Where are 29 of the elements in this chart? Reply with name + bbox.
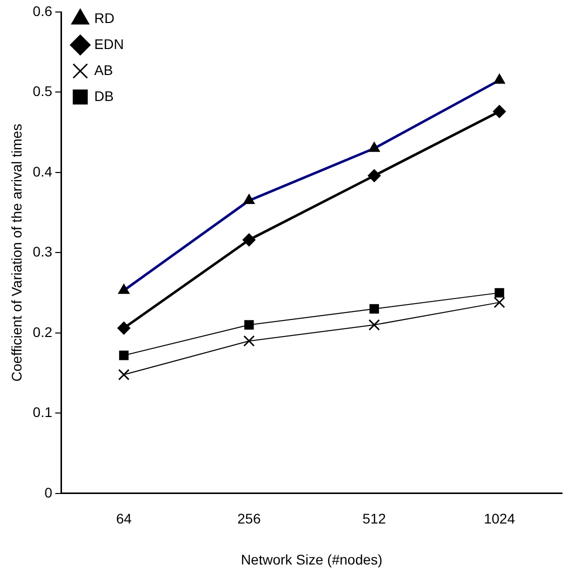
legend-label: RD	[94, 10, 114, 26]
point	[242, 233, 256, 246]
y-tick-label: 0.4	[32, 163, 52, 180]
x-axis-title: Network Size (#nodes)	[240, 551, 382, 568]
x-tick-label: 512	[362, 510, 386, 527]
y-axis-title: Coefficient of Variation of the arrival times	[8, 124, 24, 382]
point	[494, 296, 506, 308]
point	[492, 104, 506, 118]
point	[243, 335, 255, 347]
y-tick-label: 0.5	[32, 83, 52, 100]
legend-label: AB	[94, 62, 113, 78]
point	[494, 288, 504, 298]
point	[118, 368, 130, 380]
legend-label: DB	[94, 88, 114, 104]
point	[368, 319, 380, 331]
y-tick-label: 0.2	[32, 324, 52, 340]
y-tick-label: 0.3	[32, 244, 52, 260]
point	[244, 320, 254, 330]
y-tick-label: 0.1	[32, 404, 52, 420]
point	[117, 322, 130, 335]
x-tick-label: 64	[116, 510, 132, 527]
x-tick-label: 1024	[484, 510, 516, 527]
y-tick-label: 0.6	[32, 2, 52, 19]
legend-label: EDN	[94, 36, 124, 52]
y-tick-label: 0	[44, 484, 52, 500]
point	[368, 169, 381, 182]
point	[369, 304, 379, 314]
point	[119, 350, 129, 360]
x-tick-label: 256	[237, 510, 261, 527]
